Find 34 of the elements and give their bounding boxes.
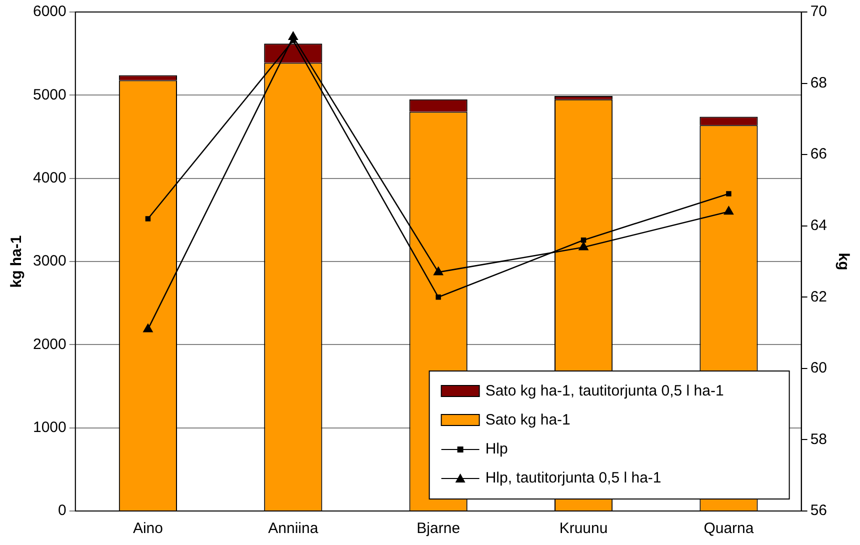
y2-tick-label: 66 xyxy=(810,146,828,163)
x-tick-label: Bjarne xyxy=(416,520,460,538)
y2-axis-title: kg xyxy=(834,252,852,270)
x-tick-label: Anniina xyxy=(268,520,319,538)
point xyxy=(580,237,586,243)
legend-label: Sato kg ha-1, tautitorjunta 0,5 l ha-1 xyxy=(485,382,724,400)
point xyxy=(578,242,588,250)
x-tick-label: Kruunu xyxy=(559,520,608,538)
y-tick-label: 1000 xyxy=(32,418,66,436)
legend-label: Hlp xyxy=(485,440,508,458)
y2-tick-label: 70 xyxy=(810,3,828,20)
y2-tick-label: 58 xyxy=(810,430,828,448)
y2-tick-label: 56 xyxy=(810,502,828,520)
y-tick-label: 2000 xyxy=(32,336,66,353)
point xyxy=(434,266,444,276)
y2-tick-label: 64 xyxy=(810,217,828,234)
point xyxy=(145,216,151,222)
legend-label: Sato kg ha-1 xyxy=(485,412,570,429)
y-tick-label: 0 xyxy=(58,502,66,520)
x-tick-label: Quarna xyxy=(704,520,754,538)
y-tick-label: 6000 xyxy=(32,3,66,20)
point xyxy=(143,324,153,332)
point xyxy=(726,191,732,196)
y2-tick-label: 62 xyxy=(810,288,828,306)
x-tick-label: Aino xyxy=(132,520,163,538)
point xyxy=(436,294,441,300)
y-tick-label: 5000 xyxy=(32,86,66,104)
y2-tick-label: 60 xyxy=(810,360,828,377)
y2-tick-label: 68 xyxy=(810,74,828,92)
y-tick-label: 3000 xyxy=(32,252,66,270)
y-axis-title: kg ha-1 xyxy=(8,235,26,288)
legend-label: Hlp, tautitorjunta 0,5 l ha-1 xyxy=(485,470,662,487)
point xyxy=(724,206,734,215)
y-tick-label: 4000 xyxy=(32,169,66,186)
